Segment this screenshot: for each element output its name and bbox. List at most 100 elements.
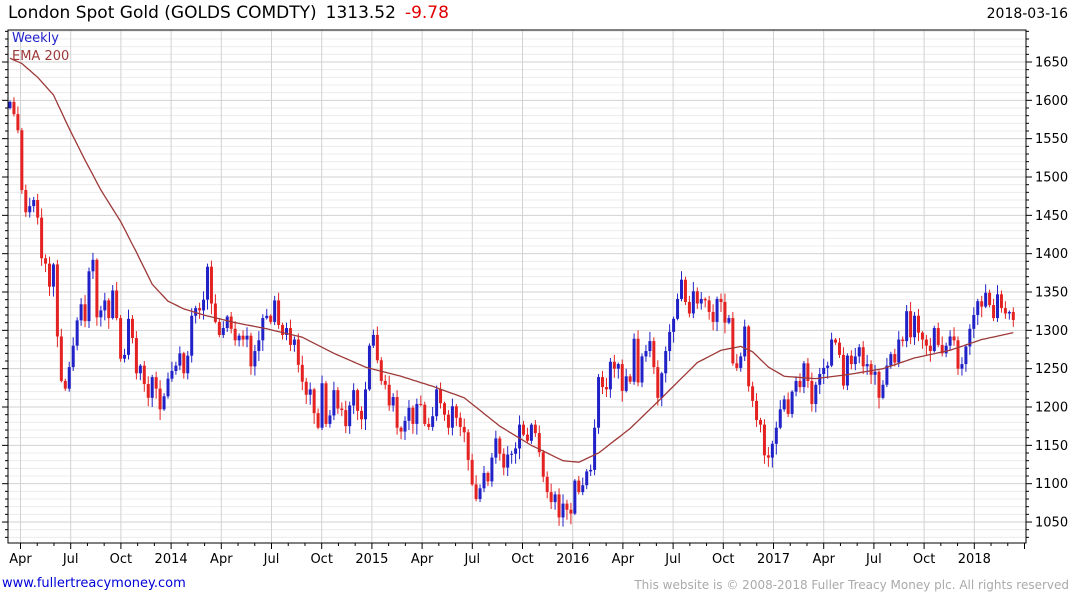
candle — [119, 315, 123, 362]
candle — [241, 330, 245, 347]
candle — [178, 346, 182, 371]
x-tick-label: Jul — [463, 552, 480, 567]
candle — [838, 338, 841, 358]
candle — [944, 342, 948, 358]
candle — [360, 406, 364, 430]
candle — [134, 331, 138, 380]
candle — [928, 338, 932, 362]
x-tick-label: Jul — [664, 552, 681, 567]
candle — [932, 325, 936, 353]
candle — [766, 446, 770, 467]
candle — [233, 321, 237, 346]
candle — [138, 364, 142, 381]
y-tick-label: 1100 — [1035, 477, 1068, 492]
candle — [71, 337, 75, 371]
y-tick-label: 1350 — [1035, 286, 1068, 301]
candle — [190, 308, 194, 363]
candle — [273, 295, 277, 325]
candle — [352, 383, 356, 414]
candle — [296, 333, 300, 373]
ema-line — [9, 57, 1014, 463]
candle — [206, 263, 209, 310]
candle — [624, 368, 628, 393]
y-tick-label: 1600 — [1035, 94, 1068, 109]
candle — [877, 370, 881, 409]
candle — [127, 309, 130, 360]
chart-date: 2018-03-16 — [986, 6, 1068, 22]
x-tick-label: Jul — [263, 552, 280, 567]
candle — [960, 357, 964, 376]
candle — [794, 376, 798, 397]
candle — [636, 330, 640, 387]
candle — [561, 494, 565, 527]
candle — [154, 371, 158, 399]
candle — [44, 254, 48, 273]
candle — [786, 392, 790, 417]
x-axis: Apr Jul Oct 2014 Apr Jul Oct 2015 Apr Jul Oct 2016 A… — [9, 543, 1025, 567]
candle — [1011, 307, 1015, 327]
y-tick-label: 1050 — [1035, 516, 1068, 531]
candle — [285, 322, 288, 341]
candle — [423, 401, 427, 427]
candle — [387, 375, 391, 411]
candle — [699, 292, 703, 310]
candle — [798, 373, 802, 393]
candle — [261, 314, 265, 352]
candle — [336, 387, 340, 414]
candle — [873, 364, 877, 385]
candle — [506, 446, 510, 477]
candle — [1007, 310, 1011, 320]
y-tick-label: 1300 — [1035, 324, 1068, 339]
candle — [569, 502, 573, 525]
candle — [980, 295, 984, 318]
candle — [834, 338, 838, 345]
candle — [885, 357, 889, 388]
chart-title-bar: London Spot Gold (GOLDS COMDTY) 1313.52 -9… — [8, 3, 449, 23]
candle — [237, 333, 241, 347]
candle — [952, 327, 956, 346]
candle — [28, 197, 32, 218]
candle — [909, 301, 913, 345]
candle — [324, 380, 328, 427]
candle — [67, 361, 71, 392]
candle — [545, 471, 549, 499]
candle — [755, 393, 759, 427]
candle — [150, 374, 154, 408]
price-change: -9.78 — [404, 3, 449, 23]
y-tick-label: 1200 — [1035, 401, 1068, 416]
candle — [869, 360, 873, 385]
candle — [762, 419, 766, 464]
candle — [739, 352, 743, 372]
x-tick-label: 2014 — [155, 552, 188, 567]
candle — [213, 294, 217, 324]
candle — [253, 344, 257, 376]
candle — [751, 381, 755, 408]
site-link[interactable]: www.fullertreacymoney.com — [2, 576, 186, 591]
candle — [182, 351, 186, 379]
candle — [364, 381, 367, 431]
candle — [992, 298, 996, 322]
candle — [711, 304, 715, 331]
candle — [668, 324, 672, 362]
candle — [514, 442, 518, 464]
candle — [656, 360, 660, 406]
candle — [403, 416, 407, 440]
candle — [664, 346, 668, 383]
x-tick-label: Jul — [62, 552, 79, 567]
candle — [36, 193, 40, 225]
candle — [209, 260, 213, 315]
candle — [976, 298, 980, 325]
candle — [48, 256, 51, 296]
candle — [984, 284, 988, 309]
candle — [304, 377, 308, 404]
candle — [391, 393, 395, 412]
x-tick-label: Apr — [411, 552, 434, 567]
candle — [893, 348, 897, 367]
candle — [443, 401, 446, 421]
candle — [427, 417, 431, 431]
candle — [782, 395, 786, 412]
candle — [375, 326, 379, 364]
x-tick-label: Oct — [913, 552, 935, 567]
